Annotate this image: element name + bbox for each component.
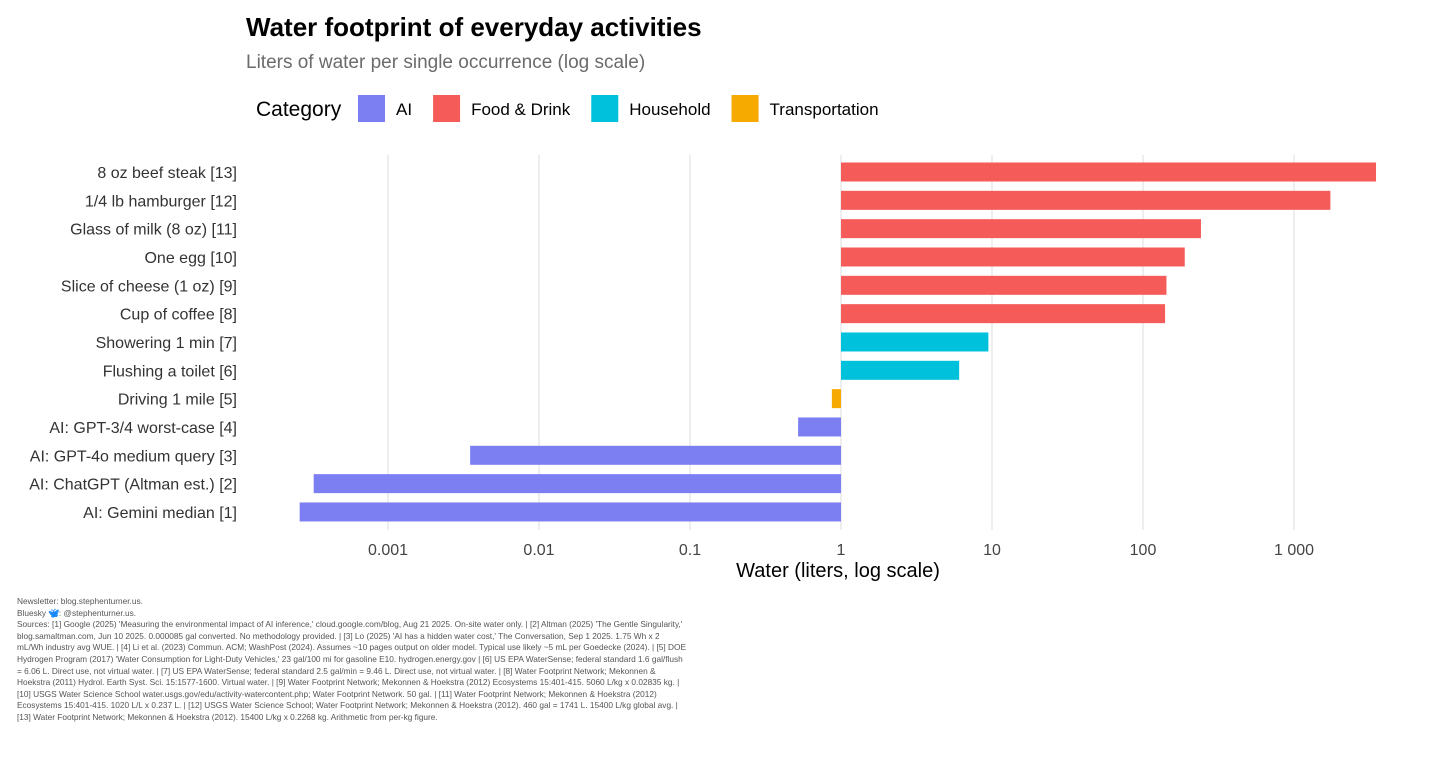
x-tick-label: 0.01 bbox=[523, 542, 554, 559]
legend-label: Transportation bbox=[770, 100, 879, 119]
bar bbox=[841, 304, 1166, 324]
chart-title: Water footprint of everyday activities bbox=[246, 12, 702, 42]
legend-label: Household bbox=[629, 100, 710, 119]
y-tick-label: Glass of milk (8 oz) [11] bbox=[70, 222, 237, 239]
sources-note: Sources: [1] Google (2025) 'Measuring th… bbox=[17, 619, 686, 722]
bar bbox=[841, 190, 1331, 210]
y-tick-label: 8 oz beef steak [13] bbox=[97, 165, 237, 182]
y-tick-label: One egg [10] bbox=[144, 250, 237, 267]
x-tick-label: 0.1 bbox=[679, 542, 701, 559]
y-tick-label: Slice of cheese (1 oz) [9] bbox=[61, 278, 237, 295]
x-tick-label: 1 bbox=[837, 542, 846, 559]
legend-title: Category bbox=[256, 98, 342, 121]
bar bbox=[313, 474, 841, 494]
legend-label: Food & Drink bbox=[471, 100, 571, 119]
x-tick-label: 100 bbox=[1130, 542, 1157, 559]
newsletter-note: Newsletter: blog.stephenturner.us. bbox=[17, 596, 143, 606]
y-tick-label: 1/4 lb hamburger [12] bbox=[85, 193, 237, 210]
legend-swatch-household bbox=[591, 95, 619, 122]
x-axis-label: Water (liters, log scale) bbox=[736, 560, 940, 582]
legend-swatch-transportation bbox=[731, 95, 759, 122]
y-tick-label: Flushing a toilet [6] bbox=[103, 363, 237, 380]
bluesky-label: Bluesky bbox=[17, 607, 47, 618]
legend-label: AI bbox=[396, 100, 412, 119]
chart-subtitle: Liters of water per single occurrence (l… bbox=[246, 52, 645, 73]
y-tick-label: Cup of coffee [8] bbox=[120, 307, 237, 324]
bar bbox=[841, 247, 1185, 267]
bar bbox=[841, 275, 1167, 295]
bar bbox=[841, 360, 960, 380]
bar-chart: Water footprint of everyday activities Li… bbox=[29, 12, 1377, 582]
bar bbox=[841, 219, 1201, 239]
y-tick-label: AI: GPT-4o medium query [3] bbox=[30, 448, 237, 465]
x-tick-label: 1 000 bbox=[1274, 542, 1314, 559]
bar bbox=[798, 417, 841, 437]
bar bbox=[299, 502, 841, 522]
butterfly-icon: 🦋︎ bbox=[48, 607, 59, 618]
bar bbox=[841, 332, 989, 352]
bluesky-note: Bluesky 🦋︎: @stephenturner.us. bbox=[17, 608, 687, 620]
y-tick-label: Showering 1 min [7] bbox=[96, 335, 237, 352]
legend-swatch-ai bbox=[358, 95, 385, 122]
y-tick-label: AI: ChatGPT (Altman est.) [2] bbox=[29, 477, 237, 494]
bar bbox=[831, 389, 841, 409]
legend-swatch-food-drink bbox=[433, 95, 461, 122]
bluesky-handle: : @stephenturner.us. bbox=[58, 607, 137, 618]
bar bbox=[470, 445, 841, 465]
y-tick-label: AI: GPT-3/4 worst-case [4] bbox=[49, 420, 237, 437]
y-tick-label: AI: Gemini median [1] bbox=[83, 505, 237, 522]
caption: Newsletter: blog.stephenturner.us. Blues… bbox=[17, 596, 687, 724]
x-tick-label: 0.001 bbox=[368, 542, 408, 559]
bar bbox=[841, 162, 1377, 182]
x-tick-label: 10 bbox=[983, 542, 1001, 559]
y-tick-label: Driving 1 mile [5] bbox=[118, 392, 237, 409]
